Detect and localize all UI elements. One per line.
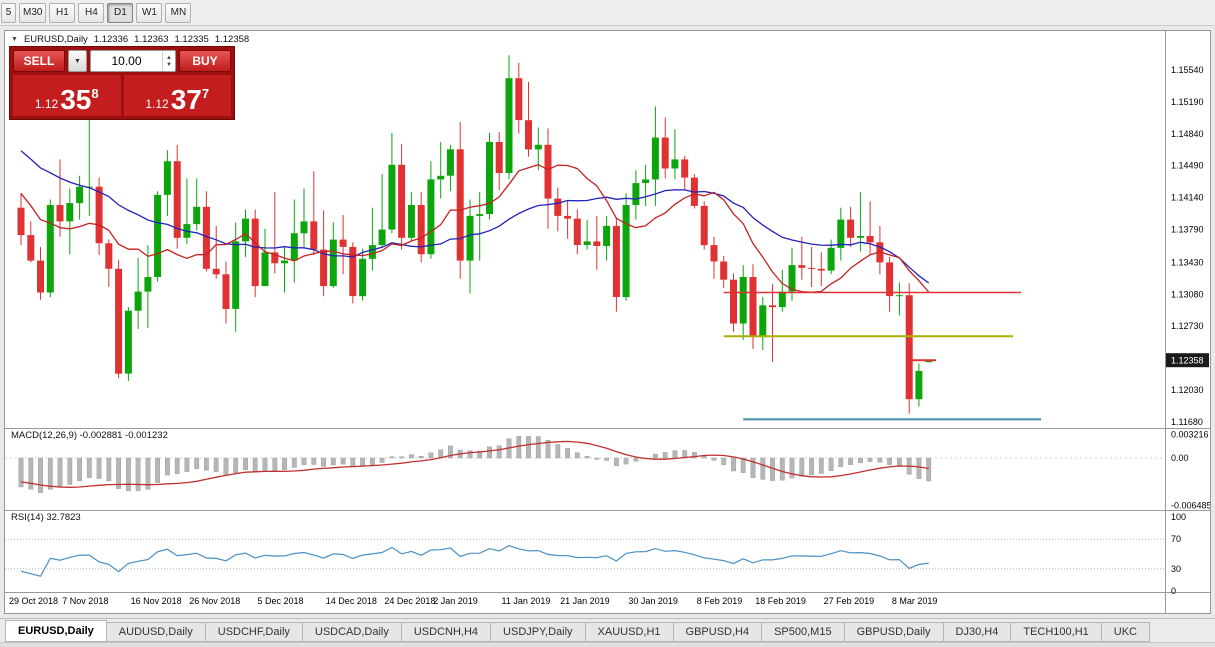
- ohlc-low-value: 1.12335: [174, 34, 209, 45]
- svg-text:7 Nov 2018: 7 Nov 2018: [62, 596, 108, 606]
- svg-text:1.14490: 1.14490: [1171, 161, 1204, 171]
- sell-price-prefix: 1.12: [34, 97, 59, 111]
- svg-text:30: 30: [1171, 564, 1181, 574]
- svg-text:30 Jan 2019: 30 Jan 2019: [628, 596, 678, 606]
- buy-price-prefix: 1.12: [145, 97, 169, 111]
- sell-price-big: 35: [60, 84, 92, 115]
- volume-field: ▲ ▼: [90, 50, 176, 72]
- svg-text:1.12358: 1.12358: [1171, 356, 1204, 366]
- volume-stepper[interactable]: ▲ ▼: [162, 51, 175, 71]
- svg-text:8 Feb 2019: 8 Feb 2019: [697, 596, 743, 606]
- svg-text:70: 70: [1171, 534, 1181, 544]
- svg-text:1.14140: 1.14140: [1171, 193, 1204, 203]
- svg-text:29 Oct 2018: 29 Oct 2018: [9, 596, 58, 606]
- svg-text:16 Nov 2018: 16 Nov 2018: [131, 596, 182, 606]
- chart-ohlc-header: ▼ EURUSD,Daily 1.12336 1.12363 1.12335 1…: [11, 34, 249, 45]
- svg-text:1.15190: 1.15190: [1171, 97, 1204, 107]
- svg-text:27 Feb 2019: 27 Feb 2019: [824, 596, 875, 606]
- svg-text:0: 0: [1171, 586, 1176, 596]
- svg-text:100: 100: [1171, 512, 1186, 522]
- tab-gbpusd-h4[interactable]: GBPUSD,H4: [672, 622, 763, 642]
- tab-gbpusd-daily[interactable]: GBPUSD,Daily: [843, 622, 944, 642]
- macd-indicator-label: MACD(12,26,9) -0.002881 -0.001232: [11, 430, 168, 441]
- volume-input[interactable]: [91, 54, 163, 68]
- timeframe-button-d1[interactable]: D1: [107, 2, 134, 23]
- svg-text:-0.006485: -0.006485: [1171, 501, 1210, 511]
- ohlc-high-value: 1.12363: [134, 34, 169, 45]
- chart-tabbar: EURUSD,Daily AUDUSD,Daily USDCHF,Daily U…: [0, 618, 1215, 642]
- tab-sp500-m15[interactable]: SP500,M15: [761, 622, 845, 642]
- svg-text:2 Jan 2019: 2 Jan 2019: [433, 596, 478, 606]
- svg-text:0.003216: 0.003216: [1171, 430, 1209, 440]
- svg-text:1.11680: 1.11680: [1171, 417, 1203, 427]
- sell-price-display[interactable]: 1.12 35 8: [13, 75, 121, 116]
- timeframe-button-w1[interactable]: W1: [136, 2, 163, 23]
- buy-button[interactable]: BUY: [179, 50, 231, 72]
- svg-text:14 Dec 2018: 14 Dec 2018: [326, 596, 377, 606]
- volume-down-icon[interactable]: ▼: [166, 61, 172, 68]
- ohlc-close-value: 1.12358: [214, 34, 250, 45]
- tab-dj30-h4[interactable]: DJ30,H4: [942, 622, 1012, 642]
- chart-canvas[interactable]: 1.15540 1.15190 1.14840 1.14490 1.14140 1.137…: [5, 31, 1210, 613]
- timeframe-toolbar: 5 M30 H1 H4 D1 W1 MN: [0, 0, 1215, 26]
- tab-ukcrude[interactable]: UKC: [1100, 622, 1150, 642]
- svg-text:1.15540: 1.15540: [1171, 65, 1204, 75]
- svg-text:21 Jan 2019: 21 Jan 2019: [560, 596, 610, 606]
- timeframe-button-h1[interactable]: H1: [49, 2, 76, 23]
- svg-text:26 Nov 2018: 26 Nov 2018: [189, 596, 240, 606]
- timeframe-button-h4[interactable]: H4: [78, 2, 105, 23]
- timeframe-button-m15[interactable]: 5: [1, 2, 16, 23]
- svg-text:1.12030: 1.12030: [1171, 385, 1204, 395]
- tab-tech100-h1[interactable]: TECH100,H1: [1010, 622, 1102, 642]
- svg-text:1.12730: 1.12730: [1171, 321, 1204, 331]
- svg-text:1.13080: 1.13080: [1171, 289, 1204, 299]
- svg-text:8 Mar 2019: 8 Mar 2019: [892, 596, 938, 606]
- svg-text:0.00: 0.00: [1171, 453, 1189, 463]
- sell-button[interactable]: SELL: [13, 50, 65, 72]
- bottom-scrollb­ar[interactable]: [0, 642, 1215, 647]
- buy-price-pip: 7: [201, 86, 210, 101]
- ohlc-open-value: 1.12336: [93, 34, 129, 45]
- tab-xauusd-h1[interactable]: XAUUSD,H1: [584, 622, 674, 642]
- one-click-trading-panel: SELL ▼ ▲ ▼ BUY 1.12 35 8 1.1: [9, 46, 235, 120]
- tab-usdcad-daily[interactable]: USDCAD,Daily: [301, 622, 402, 642]
- tab-eurusd-daily[interactable]: EURUSD,Daily: [5, 620, 107, 642]
- svg-text:18 Feb 2019: 18 Feb 2019: [755, 596, 806, 606]
- buy-price-big: 37: [170, 84, 202, 115]
- tab-usdjpy-daily[interactable]: USDJPY,Daily: [490, 622, 586, 642]
- svg-text:24 Dec 2018: 24 Dec 2018: [384, 596, 435, 606]
- svg-text:1.13790: 1.13790: [1171, 225, 1204, 235]
- volume-up-icon[interactable]: ▲: [166, 54, 172, 61]
- tab-usdcnh-h4[interactable]: USDCNH,H4: [400, 622, 492, 642]
- trade-options-dropdown-button[interactable]: ▼: [68, 50, 87, 72]
- svg-text:5 Dec 2018: 5 Dec 2018: [258, 596, 304, 606]
- tab-usdchf-daily[interactable]: USDCHF,Daily: [204, 622, 303, 642]
- chart-symbol-label: EURUSD,Daily: [23, 34, 88, 45]
- svg-text:11 Jan 2019: 11 Jan 2019: [502, 596, 551, 606]
- buy-price-display[interactable]: 1.12 37 7: [123, 75, 231, 116]
- rsi-indicator-label: RSI(14) 32.7823: [11, 512, 81, 523]
- svg-text:1.14840: 1.14840: [1171, 129, 1204, 139]
- svg-text:1.13430: 1.13430: [1171, 257, 1204, 267]
- chart-marker-icon: ▼: [11, 36, 18, 43]
- sell-price-pip: 8: [91, 86, 99, 101]
- chart-window: 1.15540 1.15190 1.14840 1.14490 1.14140 1.137…: [4, 30, 1211, 614]
- timeframe-button-m30[interactable]: M30: [19, 2, 47, 23]
- timeframe-button-mn[interactable]: MN: [165, 2, 192, 23]
- tab-audusd-daily[interactable]: AUDUSD,Daily: [105, 622, 206, 642]
